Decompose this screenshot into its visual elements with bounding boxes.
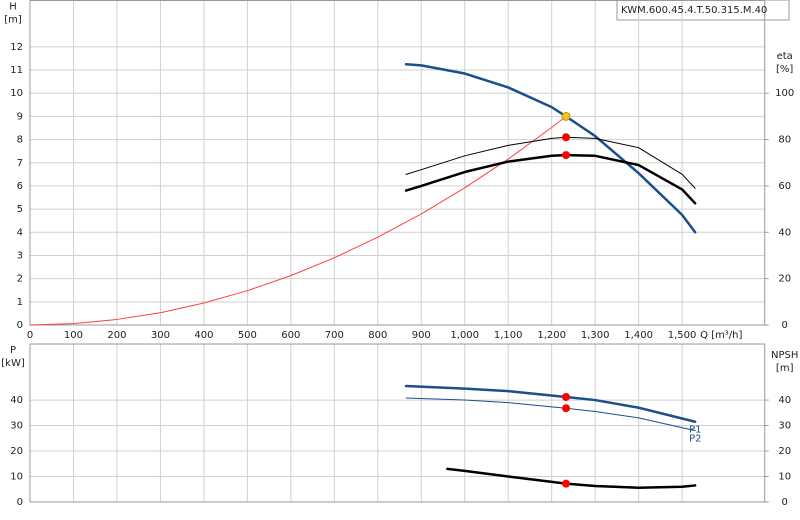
operating-point <box>562 479 571 488</box>
x-tick-label: 1,400 <box>624 330 653 341</box>
y2-tick-label: 20 <box>778 274 791 285</box>
y-tick-label: 10 <box>10 472 23 483</box>
y2-tick-label: 20 <box>778 446 791 457</box>
y-tick-label: 2 <box>17 274 23 285</box>
curve <box>404 153 697 205</box>
title-box <box>616 0 790 21</box>
y2-tick-label: 0 <box>782 320 788 331</box>
curve <box>404 62 697 234</box>
operating-point <box>562 404 571 413</box>
y-tick-label: 12 <box>10 42 23 53</box>
y-tick-label: 7 <box>17 158 23 169</box>
x-tick-label: 1,100 <box>494 330 523 341</box>
y2-axis-label: NPSH <box>771 350 798 361</box>
operating-point <box>562 393 571 402</box>
y-tick-label: 8 <box>17 135 23 146</box>
y2-tick-label: 40 <box>778 395 791 406</box>
x-tick-label: 200 <box>107 330 126 341</box>
curve-label: P2 <box>689 434 701 445</box>
chart-title: KWM.600.45.4.T.50.315.M.40 <box>621 5 767 16</box>
y2-tick-label: 40 <box>778 227 791 238</box>
x-axis-label: Q [m³/h] <box>700 330 742 341</box>
x-tick-label: 1,300 <box>581 330 610 341</box>
y2-tick-label: 10 <box>778 472 791 483</box>
x-tick-label: 1,000 <box>450 330 479 341</box>
operating-point <box>562 151 571 160</box>
y-tick-label: 5 <box>17 204 23 215</box>
y2-tick-label: 30 <box>778 421 791 432</box>
y2-tick-label: 80 <box>778 135 791 146</box>
y2-tick-label: 0 <box>782 497 788 508</box>
y2-axis-label: eta <box>777 51 793 62</box>
x-tick-label: 700 <box>325 330 344 341</box>
y2-axis-unit: [%] <box>776 64 793 75</box>
y-tick-label: 10 <box>10 88 23 99</box>
y-tick-label: 4 <box>17 227 23 238</box>
y-tick-label: 9 <box>17 111 23 122</box>
y-axis-unit: [m] <box>4 15 22 26</box>
x-tick-label: 300 <box>151 330 170 341</box>
x-tick-label: 900 <box>412 330 431 341</box>
y-tick-label: 11 <box>10 65 23 76</box>
operating-point <box>561 111 571 121</box>
x-tick-label: 0 <box>27 330 33 341</box>
y-axis-unit: [kW] <box>1 358 25 369</box>
x-tick-label: 500 <box>238 330 257 341</box>
x-tick-label: 600 <box>281 330 300 341</box>
x-tick-label: 400 <box>194 330 213 341</box>
y-tick-label: 30 <box>10 421 23 432</box>
y-tick-label: 0 <box>17 320 23 331</box>
y2-tick-label: 60 <box>778 181 791 192</box>
operating-point <box>562 133 571 142</box>
y2-axis-unit: [m] <box>776 363 794 374</box>
y-axis-label: P <box>10 345 16 356</box>
y-tick-label: 20 <box>10 446 23 457</box>
x-tick-label: 800 <box>368 330 387 341</box>
y2-tick-label: 100 <box>775 88 794 99</box>
plot-frame <box>29 0 766 326</box>
y-tick-label: 3 <box>17 250 23 261</box>
y-tick-label: 40 <box>10 395 23 406</box>
x-tick-label: 1,200 <box>537 330 566 341</box>
plot-frame <box>29 343 766 503</box>
y-tick-label: 1 <box>17 297 23 308</box>
curve <box>446 467 697 489</box>
x-tick-label: 1,500 <box>668 330 697 341</box>
curve <box>404 384 697 423</box>
x-tick-label: 100 <box>64 330 83 341</box>
y-axis-label: H <box>9 2 17 13</box>
y-tick-label: 6 <box>17 181 23 192</box>
curve <box>29 115 567 326</box>
y-tick-label: 0 <box>17 497 23 508</box>
curve <box>405 136 696 189</box>
